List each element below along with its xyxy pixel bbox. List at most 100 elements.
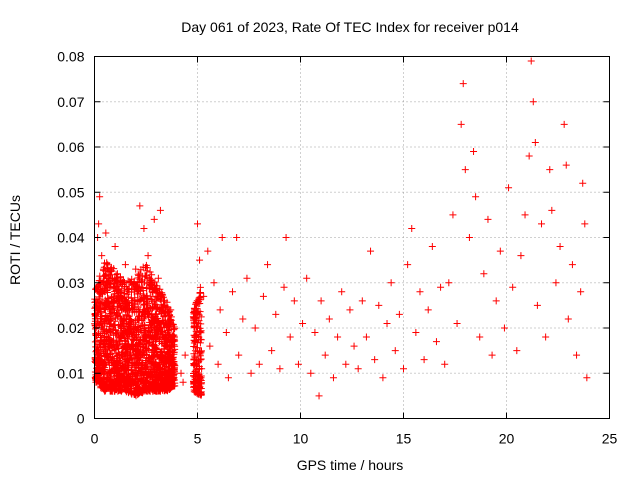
roti-point: [449, 211, 457, 219]
roti-point: [105, 274, 113, 282]
roti-point: [311, 329, 319, 337]
roti-point: [299, 319, 307, 327]
roti-point: [577, 288, 585, 296]
roti-point: [152, 324, 160, 332]
roti-point: [163, 333, 171, 341]
roti-point: [191, 315, 199, 323]
axis-ticks: [94, 56, 610, 419]
y-tick-label: 0.06: [57, 139, 84, 155]
roti-point: [294, 360, 302, 368]
roti-point: [243, 274, 251, 282]
roti-point: [358, 297, 366, 305]
roti-point: [321, 351, 329, 359]
roti-point: [167, 306, 175, 314]
roti-point: [371, 356, 379, 364]
roti-point: [552, 279, 560, 287]
roti-point: [126, 301, 134, 309]
roti-point: [150, 215, 158, 223]
roti-point: [113, 342, 121, 350]
roti-point: [121, 261, 129, 269]
roti-point: [500, 324, 508, 332]
roti-point: [329, 374, 337, 382]
roti-point: [346, 306, 354, 314]
roti-point: [156, 206, 164, 214]
roti-point: [476, 333, 484, 341]
roti-point: [404, 261, 412, 269]
roti-point: [282, 234, 290, 241]
roti-point: [142, 347, 150, 355]
roti-point: [98, 252, 106, 260]
roti-point: [111, 243, 119, 251]
roti-point: [144, 252, 152, 260]
roti-point: [165, 374, 173, 382]
roti-point: [177, 369, 185, 377]
roti-point: [276, 365, 284, 373]
data-points: [91, 57, 591, 400]
roti-point: [130, 329, 138, 337]
roti-point: [375, 301, 383, 309]
roti-point: [198, 365, 206, 373]
roti-point: [307, 369, 315, 377]
roti-point: [239, 315, 247, 323]
roti-point: [521, 211, 529, 219]
roti-point: [391, 347, 399, 355]
roti-point: [484, 215, 492, 223]
roti-point: [102, 229, 110, 237]
roti-point: [548, 206, 556, 214]
roti-point: [161, 297, 169, 305]
roti-point: [103, 333, 111, 341]
x-tick-label: 15: [396, 431, 412, 447]
roti-point: [453, 319, 461, 327]
roti-point: [538, 220, 546, 228]
roti-point: [200, 292, 208, 300]
roti-point: [146, 369, 154, 377]
roti-point: [492, 297, 500, 305]
roti-point: [387, 279, 395, 287]
roti-point: [109, 306, 117, 314]
roti-point: [290, 297, 298, 305]
y-tick-label: 0.07: [57, 94, 84, 110]
roti-point: [315, 392, 323, 400]
roti-point: [546, 166, 554, 174]
roti-point: [138, 315, 146, 323]
x-tick-label: 20: [499, 431, 515, 447]
chart-title: Day 061 of 2023, Rate Of TEC Index for r…: [181, 19, 519, 35]
roti-point: [123, 351, 131, 359]
roti-point: [101, 288, 109, 296]
roti-point: [457, 120, 465, 128]
y-tick-label: 0.01: [57, 365, 84, 381]
roti-point: [119, 319, 127, 327]
roti-point: [117, 365, 125, 373]
roti-point: [259, 292, 267, 300]
roti-point: [579, 179, 587, 187]
roti-point: [210, 279, 218, 287]
roti-point: [383, 319, 391, 327]
roti-point: [216, 306, 224, 314]
roti-point: [206, 342, 214, 350]
roti-point: [441, 360, 449, 368]
y-tick-label: 0: [77, 411, 85, 427]
roti-point: [362, 333, 370, 341]
roti-point: [470, 148, 478, 156]
roti-point: [95, 220, 103, 228]
roti-point: [96, 193, 104, 201]
roti-point: [268, 347, 276, 355]
roti-point: [428, 243, 436, 251]
roti-point: [412, 329, 420, 337]
roti-point: [194, 220, 201, 228]
roti-point: [229, 288, 237, 296]
roti-point: [350, 342, 358, 350]
roti-point: [529, 98, 537, 106]
roti-point: [400, 365, 407, 373]
roti-point: [325, 315, 333, 323]
roti-point: [562, 161, 570, 169]
roti-point: [437, 283, 445, 291]
roti-point: [251, 324, 259, 332]
roti-point: [115, 292, 123, 300]
roti-point: [531, 138, 539, 146]
y-axis-label: ROTI / TECUs: [7, 195, 23, 285]
roti-point: [568, 261, 576, 269]
roti-point: [581, 220, 589, 228]
x-tick-label: 5: [194, 431, 202, 447]
